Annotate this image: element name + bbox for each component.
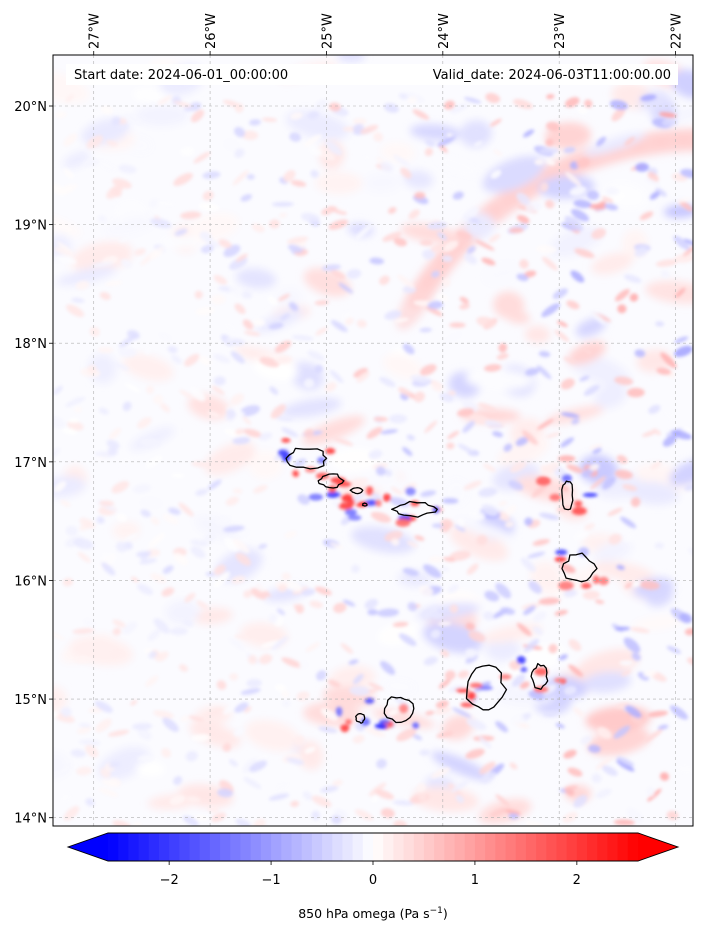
island-coastline (317, 473, 345, 489)
lon-tick-label: 22°W (670, 13, 685, 49)
island-coastline (361, 502, 368, 507)
colorbar-outline (66, 832, 680, 862)
valid-date-label: Valid_date: 2024-06-03T11:00:00.00 (433, 68, 671, 83)
colorbar-label: 850 hPa omega (Pa s−1) (298, 906, 448, 921)
lon-tick-label: 26°W (204, 13, 219, 49)
lat-tick-label: 16°N (14, 575, 47, 590)
lat-tick-label: 18°N (14, 337, 47, 352)
island-coastline (465, 664, 508, 711)
map-frame (52, 54, 694, 827)
lat-tick-label: 20°N (14, 100, 47, 115)
map-axes: 27°W 26°W 25°W 24°W 23°W 22°W 20°N 19°N 18°N 17°N… (14, 13, 684, 827)
colorbar-tick-label: 2 (573, 873, 581, 888)
island-coastline (349, 486, 364, 495)
coastlines (285, 447, 598, 724)
colorbar-tick-label: −1 (262, 873, 281, 888)
colorbar-tick-label: −2 (160, 873, 179, 888)
map-gridlines (53, 55, 693, 826)
colorbar-tick-label: 1 (471, 873, 479, 888)
island-coastline (383, 696, 415, 724)
lon-tick-label: 27°W (88, 13, 103, 49)
island-coastline (285, 447, 328, 470)
lat-tick-label: 17°N (14, 456, 47, 471)
island-coastline (530, 662, 549, 690)
lat-tick-label: 14°N (14, 812, 47, 827)
island-coastline (391, 500, 438, 518)
colorbar-ticks: −2 −1 0 1 2 (160, 861, 581, 888)
island-coastline (561, 552, 598, 583)
lat-tick-label: 19°N (14, 219, 47, 234)
colorbar-steps (68, 833, 678, 861)
start-date-label: Start date: 2024-06-01_00:00:00 (74, 68, 288, 83)
omega-field (53, 55, 693, 826)
lat-tick-label: 15°N (14, 693, 47, 708)
island-coastline (355, 712, 366, 724)
lon-tick-label: 25°W (321, 13, 336, 49)
lon-tick-label: 24°W (437, 13, 452, 49)
island-coastline (561, 480, 574, 511)
info-box (66, 64, 678, 85)
colorbar: −2 −1 0 1 2 850 hPa omega (Pa s−1) (66, 832, 680, 921)
lon-tick-label: 23°W (553, 13, 568, 49)
colorbar-tick-label: 0 (369, 873, 377, 888)
